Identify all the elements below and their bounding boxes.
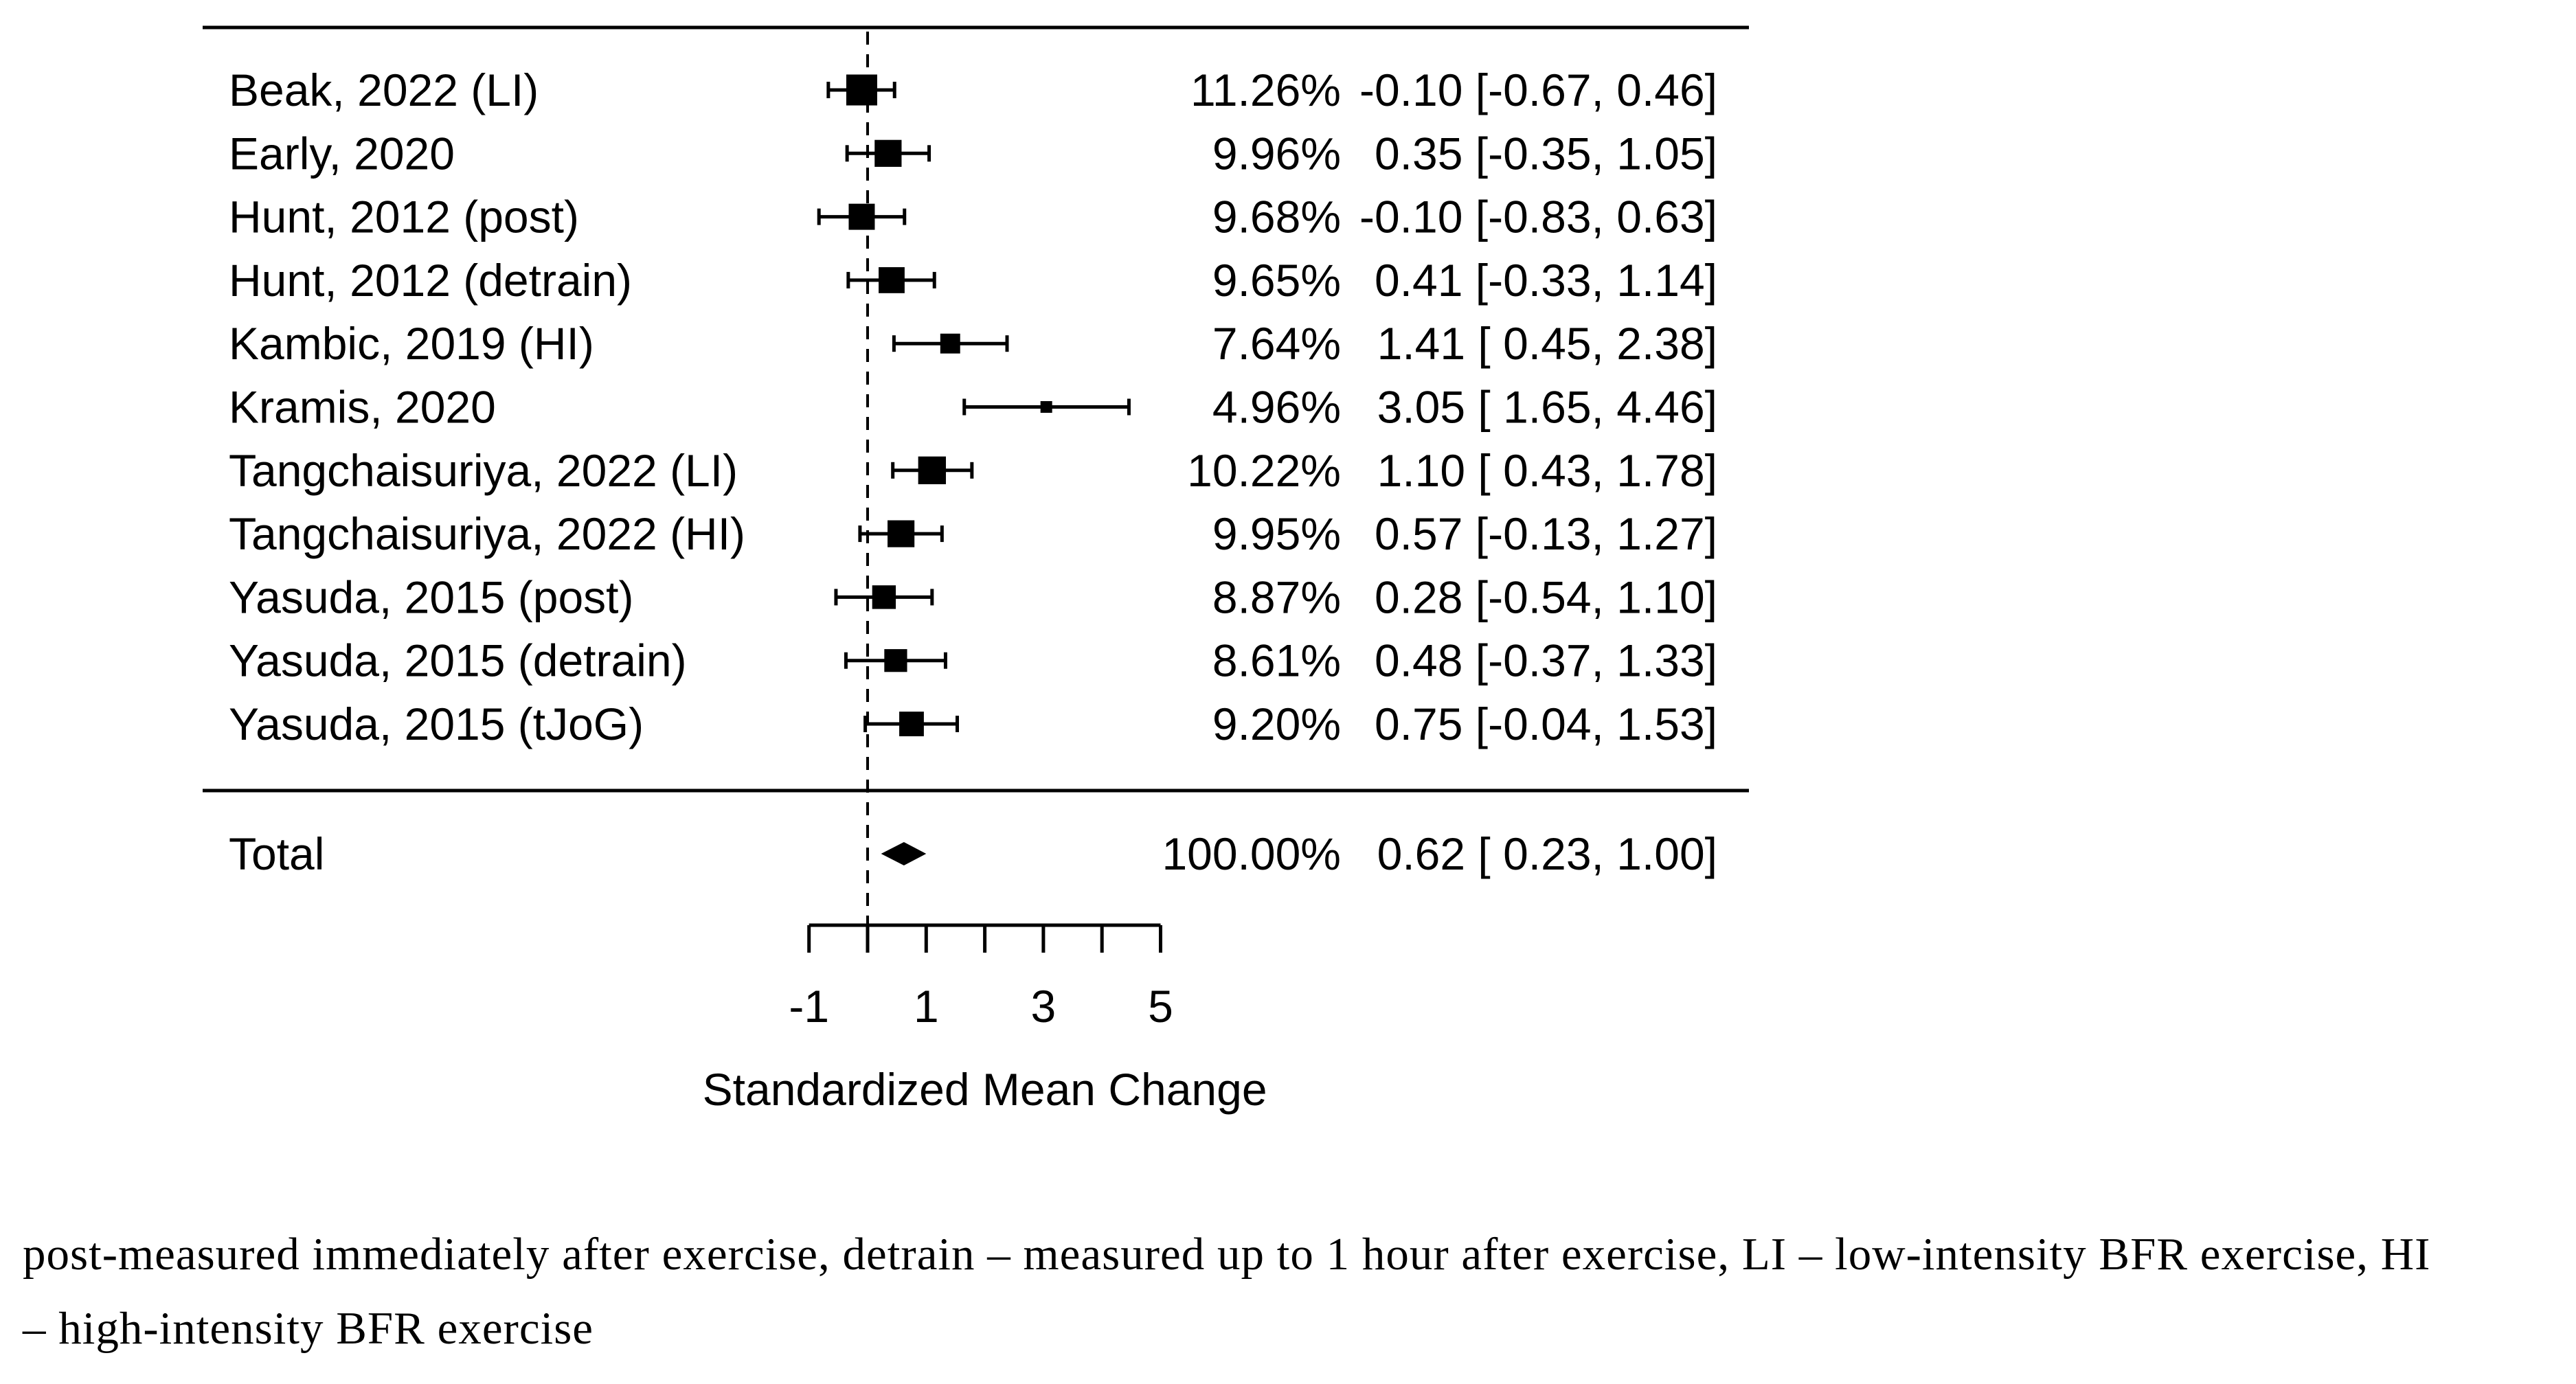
forest-plot-svg: Beak, 2022 (LI) 11.26% -0.10 [-0.67, 0.46]… [203,25,1749,1115]
point-estimate-marker [846,74,877,106]
x-axis-title: Standardized Mean Change [703,1064,1267,1115]
point-estimate-marker [884,649,907,672]
estimate-value: 0.35 [-0.35, 1.05] [1375,128,1717,179]
weight-value: 9.65% [1212,255,1341,306]
weight-value: 10.22% [1187,445,1341,496]
weight-value: 11.26% [1190,65,1341,115]
figure-caption: post-measured immediately after exercise… [23,1217,2564,1365]
study-label: Hunt, 2012 (detrain) [229,255,632,306]
study-label: Yasuda, 2015 (post) [229,571,634,622]
study-label: Tangchaisuriya, 2022 (HI) [229,508,745,559]
estimate-value: 0.28 [-0.54, 1.10] [1375,571,1717,622]
study-label: Kramis, 2020 [229,382,496,433]
weight-value: 9.96% [1212,128,1341,179]
weight-value: 8.61% [1212,635,1341,686]
total-estimate-value: 0.62 [ 0.23, 1.00] [1377,828,1717,879]
estimate-value: 0.75 [-0.04, 1.53] [1375,699,1717,749]
estimate-value: -0.10 [-0.83, 0.63] [1359,192,1717,242]
weight-value: 4.96% [1212,382,1341,433]
study-label: Yasuda, 2015 (detrain) [229,635,687,686]
weight-value: 9.95% [1212,508,1341,559]
point-estimate-marker [874,139,902,167]
caption-line-2: – high-intensity BFR exercise [23,1303,594,1354]
point-estimate-marker [899,712,924,736]
weight-value: 9.20% [1212,699,1341,749]
estimate-value: 1.10 [ 0.43, 1.78] [1377,445,1717,496]
x-tick-label: 3 [1031,981,1057,1032]
study-label: Yasuda, 2015 (tJoG) [229,699,644,749]
weight-value: 7.64% [1212,318,1341,369]
x-tick-label: -1 [789,981,829,1032]
total-label: Total [229,828,324,879]
study-label: Kambic, 2019 (HI) [229,318,594,369]
point-estimate-marker [872,585,896,609]
point-estimate-marker [940,333,960,354]
point-estimate-marker [848,203,875,230]
estimate-value: -0.10 [-0.67, 0.46] [1359,65,1717,115]
x-tick-label: 1 [914,981,939,1032]
caption-line-1: post-measured immediately after exercise… [23,1229,2431,1280]
total-weight-value: 100.00% [1162,828,1341,879]
point-estimate-marker [918,456,947,484]
weight-value: 8.87% [1212,571,1341,622]
study-label: Hunt, 2012 (post) [229,192,579,242]
study-label: Tangchaisuriya, 2022 (LI) [229,445,738,496]
estimate-value: 0.41 [-0.33, 1.14] [1375,255,1717,306]
estimate-value: 0.57 [-0.13, 1.27] [1375,508,1717,559]
estimate-value: 0.48 [-0.37, 1.33] [1375,635,1717,686]
point-estimate-marker [888,520,915,547]
x-tick-label: 5 [1148,981,1173,1032]
point-estimate-marker [879,266,905,293]
estimate-value: 1.41 [ 0.45, 2.38] [1377,318,1717,369]
summary-diamond [881,842,927,865]
estimate-value: 3.05 [ 1.65, 4.46] [1377,382,1717,433]
study-label: Early, 2020 [229,128,455,179]
study-label: Beak, 2022 (LI) [229,65,539,115]
weight-value: 9.68% [1212,192,1341,242]
point-estimate-marker [1040,401,1052,413]
